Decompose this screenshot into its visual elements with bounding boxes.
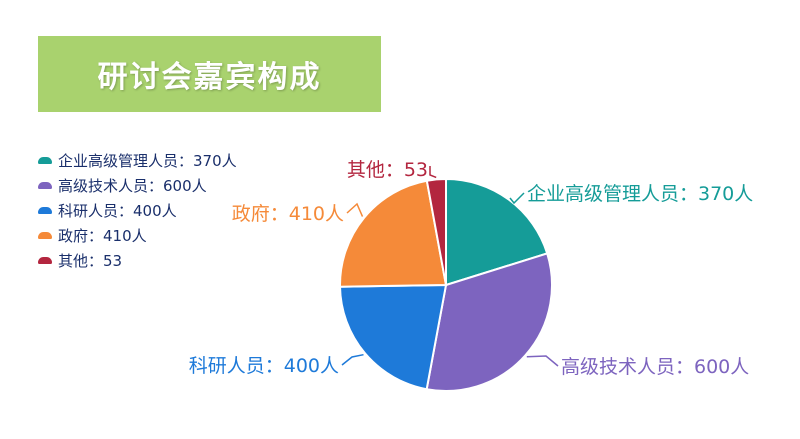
leader-line bbox=[341, 353, 364, 366]
leader-line bbox=[509, 192, 525, 205]
legend-swatch-icon bbox=[38, 232, 52, 239]
legend-item[interactable]: 企业高级管理人员：370人 bbox=[38, 148, 237, 173]
pie-slice[interactable] bbox=[445, 177, 549, 287]
legend-swatch-icon bbox=[38, 257, 52, 264]
legend-label: 科研人员：400人 bbox=[58, 202, 177, 220]
pie-slice[interactable] bbox=[425, 252, 553, 392]
legend: 企业高级管理人员：370人 高级技术人员：600人 科研人员：400人 政府：4… bbox=[38, 148, 237, 273]
pie-slice[interactable] bbox=[338, 283, 448, 391]
leader-line bbox=[429, 166, 437, 179]
legend-item[interactable]: 科研人员：400人 bbox=[38, 198, 237, 223]
legend-swatch-icon bbox=[38, 182, 52, 189]
leader-line bbox=[526, 355, 559, 367]
legend-item[interactable]: 政府：410人 bbox=[38, 223, 237, 248]
chart-title: 研讨会嘉宾构成 bbox=[97, 60, 322, 95]
legend-label: 政府：410人 bbox=[58, 227, 147, 245]
slice-label: 其他：53 bbox=[347, 159, 428, 181]
title-banner: 研讨会嘉宾构成 bbox=[38, 36, 381, 112]
pie-slice[interactable] bbox=[339, 179, 448, 288]
legend-item[interactable]: 其他：53 bbox=[38, 248, 237, 273]
legend-item[interactable]: 高级技术人员：600人 bbox=[38, 173, 237, 198]
legend-label: 企业高级管理人员：370人 bbox=[58, 152, 237, 170]
legend-label: 高级技术人员：600人 bbox=[58, 177, 207, 195]
legend-label: 其他：53 bbox=[58, 252, 123, 270]
pie-slice[interactable] bbox=[425, 177, 447, 286]
leader-line bbox=[346, 202, 364, 217]
legend-swatch-icon bbox=[38, 207, 52, 214]
legend-swatch-icon bbox=[38, 157, 52, 164]
slice-label: 科研人员：400人 bbox=[189, 355, 339, 377]
slice-label: 高级技术人员：600人 bbox=[561, 356, 749, 378]
slice-label: 政府：410人 bbox=[232, 203, 344, 225]
slice-label: 企业高级管理人员：370人 bbox=[527, 183, 753, 205]
